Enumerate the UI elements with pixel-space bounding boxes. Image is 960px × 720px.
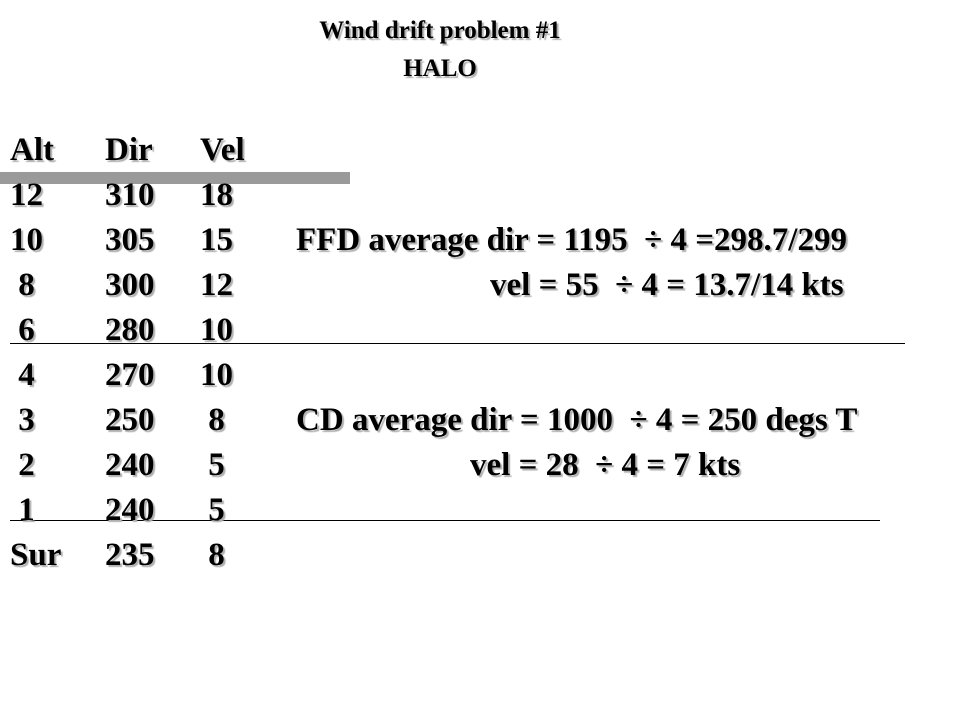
cell: 12	[10, 177, 43, 213]
cell: 1	[10, 492, 35, 528]
cell: 8	[200, 537, 225, 573]
cell: 280	[105, 312, 155, 348]
cell: 8	[10, 267, 35, 303]
cell: 240	[105, 447, 155, 483]
cell: 240	[105, 492, 155, 528]
cell: 5	[200, 447, 225, 483]
cell: 10	[200, 312, 233, 348]
note: vel = 28 ÷ 4 = 7 kts	[470, 447, 741, 483]
cell: 8	[200, 402, 225, 438]
cell: 235	[105, 537, 155, 573]
column-header: Vel	[200, 132, 245, 168]
cell: 12	[200, 267, 233, 303]
header-bar	[0, 172, 350, 184]
separator	[10, 343, 905, 344]
note: CD average dir = 1000 ÷ 4 = 250 degs T	[296, 402, 858, 438]
column-header: Alt	[10, 132, 54, 168]
cell: 270	[105, 357, 155, 393]
note: vel = 55 ÷ 4 = 13.7/14 kts	[490, 267, 844, 303]
subtitle: HALO	[403, 55, 477, 82]
cell: 10	[200, 357, 233, 393]
cell: 250	[105, 402, 155, 438]
cell: 18	[200, 177, 233, 213]
cell: 2	[10, 447, 35, 483]
cell: 6	[10, 312, 35, 348]
column-header: Dir	[105, 132, 153, 168]
note: FFD average dir = 1195 ÷ 4 =298.7/299	[296, 222, 847, 258]
separator	[10, 520, 880, 521]
cell: 310	[105, 177, 155, 213]
cell: 5	[200, 492, 225, 528]
title: Wind drift problem #1	[319, 17, 561, 44]
cell: Sur	[10, 537, 62, 573]
cell: 305	[105, 222, 155, 258]
cell: 300	[105, 267, 155, 303]
cell: 3	[10, 402, 35, 438]
cell: 4	[10, 357, 35, 393]
cell: 10	[10, 222, 43, 258]
cell: 15	[200, 222, 233, 258]
